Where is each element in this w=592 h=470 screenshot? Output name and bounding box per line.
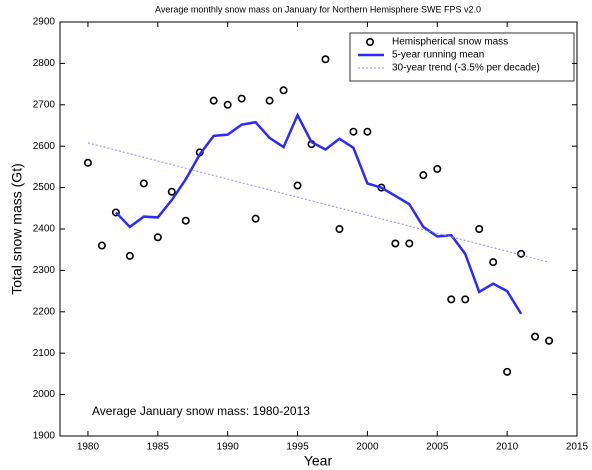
data-point (475, 225, 484, 234)
data-point (461, 295, 470, 304)
y-tick-label: 2000 (33, 389, 56, 400)
y-axis-label: Total snow mass (Gt) (9, 163, 25, 294)
data-point (335, 225, 344, 234)
data-point (97, 241, 106, 250)
y-tick-label: 2900 (33, 17, 56, 28)
y-tick-label: 1900 (33, 431, 56, 442)
data-point (139, 179, 148, 188)
y-tick-label: 2200 (33, 306, 56, 317)
data-point (349, 127, 358, 136)
data-point (419, 171, 428, 180)
data-line (114, 112, 523, 315)
data-point (545, 336, 554, 345)
data-point (447, 295, 456, 304)
data-point (237, 94, 246, 103)
plot-frame (59, 21, 578, 437)
data-point (433, 164, 442, 173)
data-point (391, 239, 400, 248)
y-tick-label: 2400 (33, 224, 56, 235)
data-point (223, 100, 232, 109)
data-point (489, 258, 498, 267)
x-tick-label: 2005 (426, 442, 449, 453)
data-point (125, 251, 134, 260)
data-point (503, 367, 512, 376)
data-point (265, 96, 274, 105)
data-point (279, 86, 288, 95)
x-tick-label: 2000 (356, 442, 379, 453)
legend-label: Hemispherical snow mass (392, 37, 508, 48)
data-point (111, 208, 120, 217)
data-point (153, 233, 162, 242)
x-tick-label: 2010 (496, 442, 519, 453)
y-tick-label: 2800 (33, 58, 56, 69)
data-point (321, 55, 330, 64)
y-tick-label: 2500 (33, 182, 56, 193)
data-point (363, 127, 372, 136)
legend-label: 5-year running mean (392, 50, 484, 61)
data-line (87, 142, 550, 263)
data-point (167, 187, 176, 196)
data-point (293, 181, 302, 190)
x-tick-label: 1995 (286, 442, 309, 453)
legend-label: 30-year trend (-3.5% per decade) (392, 63, 540, 74)
data-point (181, 216, 190, 225)
y-tick-label: 2300 (33, 265, 56, 276)
y-tick-label: 2600 (33, 141, 56, 152)
x-tick-label: 2015 (566, 442, 589, 453)
x-tick-label: 1980 (77, 442, 100, 453)
y-tick-label: 2100 (33, 348, 56, 359)
y-tick-label: 2700 (33, 99, 56, 110)
x-axis-label: Year (304, 453, 333, 469)
data-point (405, 239, 414, 248)
legend-box (349, 32, 575, 82)
x-tick-label: 1985 (147, 442, 170, 453)
data-point (83, 158, 92, 167)
legend-marker (365, 37, 374, 46)
x-tick-label: 1990 (217, 442, 240, 453)
data-point (531, 332, 540, 341)
data-point (251, 214, 260, 223)
data-point (209, 96, 218, 105)
annotation: Average January snow mass: 1980-2013 (92, 404, 310, 418)
chart-title: Average monthly snow mass on January for… (155, 4, 481, 14)
